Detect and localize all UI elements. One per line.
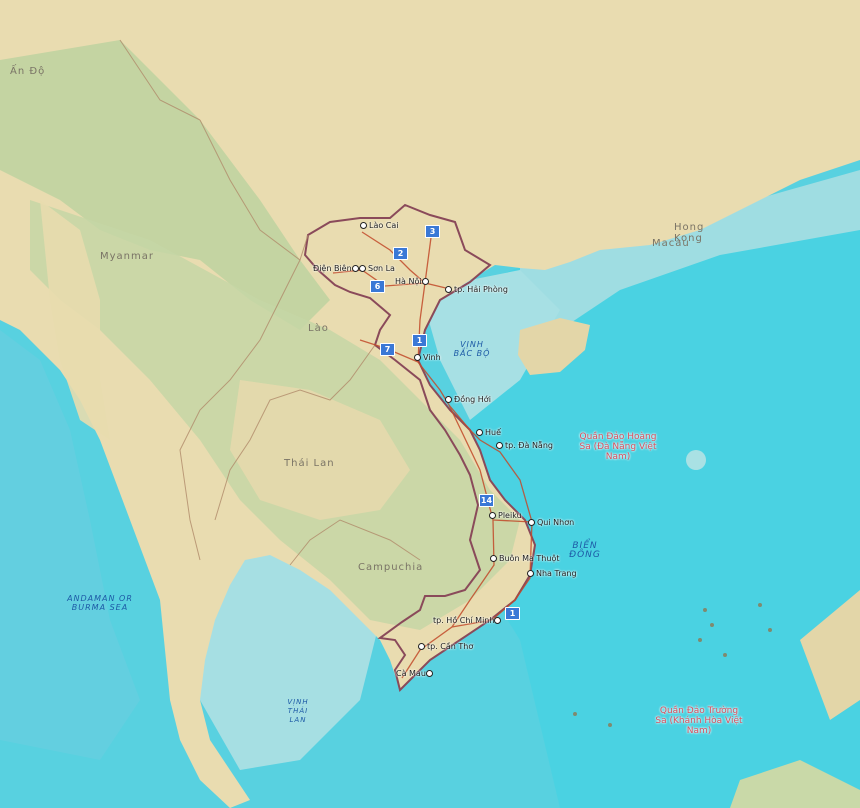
city-hue[interactable]: Huế: [476, 428, 501, 437]
route-shield-1-south[interactable]: 1: [505, 607, 520, 620]
khorat-plateau: [230, 380, 410, 520]
city-ha-noi[interactable]: Hà Nội: [395, 277, 431, 286]
country-label-campuchia: Campuchia: [358, 562, 424, 573]
island-label-hoang-sa: Quần Đảo Hoàng Sa (Đà Nẵng Việt Nam): [579, 432, 657, 462]
route-shield-14[interactable]: 14: [479, 494, 494, 507]
shelf-south-china: [520, 170, 860, 330]
city-marker-icon: [496, 442, 503, 449]
philippines-edge: [800, 590, 860, 720]
city-can-tho[interactable]: tp. Cần Thơ: [418, 642, 473, 651]
city-marker-icon: [445, 396, 452, 403]
city-marker-icon: [414, 354, 421, 361]
forest-north: [0, 40, 330, 330]
city-dong-hoi[interactable]: Đồng Hới: [445, 395, 491, 404]
country-label-myanmar: Myanmar: [100, 251, 154, 262]
country-label-an-do: Ấn Độ: [10, 66, 46, 77]
city-vinh[interactable]: Vinh: [414, 353, 441, 362]
country-label-macau: Macau: [652, 238, 690, 249]
sea-label-vinh-bac-bo: VỊNH BẮC BỘ: [453, 340, 491, 358]
city-nha-trang[interactable]: Nha Trang: [527, 569, 577, 578]
route-shield-1-north[interactable]: 1: [412, 334, 427, 347]
irrawaddy-valley: [40, 200, 110, 440]
city-marker-icon: [527, 570, 534, 577]
paracel-shoal: [686, 450, 706, 470]
country-label-thai-lan: Thái Lan: [284, 458, 335, 469]
hainan-island: [518, 318, 590, 375]
city-marker-icon: [494, 617, 502, 624]
city-marker-icon: [418, 643, 425, 650]
city-marker-icon: [351, 265, 359, 272]
city-dien-bien[interactable]: Điện Biên: [313, 264, 361, 273]
city-buon-ma-thuot[interactable]: Buôn Ma Thuột: [490, 554, 559, 563]
roads: [332, 229, 533, 679]
city-son-la[interactable]: Sơn La: [359, 264, 395, 273]
city-marker-icon: [528, 519, 535, 526]
spratly-islets: [573, 603, 772, 727]
country-borders: [119, 39, 421, 566]
vietnam-border: [303, 203, 537, 692]
route-shield-6[interactable]: 6: [370, 280, 385, 293]
country-label-lao: Lào: [308, 323, 329, 334]
sea-label-bien-dong: BIỂN ĐÔNG: [569, 541, 601, 560]
city-marker-icon: [476, 429, 483, 436]
borneo-edge: [730, 760, 860, 808]
city-marker-icon: [445, 286, 452, 293]
gulf-tonkin: [420, 270, 560, 420]
city-ca-mau[interactable]: Cà Mau: [396, 669, 435, 678]
city-marker-icon: [425, 670, 433, 677]
city-da-nang[interactable]: tp. Đà Nẵng: [496, 441, 553, 450]
sea-label-andaman: ANDAMAN OR BURMA SEA: [67, 594, 133, 612]
route-shield-2[interactable]: 2: [393, 247, 408, 260]
city-lao-cai[interactable]: Lào Cai: [360, 221, 399, 230]
country-label-hong-kong: Hong Kong: [674, 222, 705, 244]
city-marker-icon: [359, 265, 366, 272]
city-marker-icon: [489, 512, 496, 519]
city-ho-chi-minh[interactable]: tp. Hồ Chí Minh: [433, 616, 503, 625]
island-label-truong-sa: Quần Đảo Trường Sa (Khánh Hòa Việt Nam): [655, 706, 743, 736]
city-marker-icon: [421, 278, 429, 285]
city-hai-phong[interactable]: tp. Hải Phòng: [445, 285, 508, 294]
city-marker-icon: [360, 222, 367, 229]
city-qui-nhon[interactable]: Qui Nhơn: [528, 518, 574, 527]
gulf-thailand: [190, 540, 380, 770]
andaman-sea: [0, 330, 140, 760]
city-marker-icon: [490, 555, 497, 562]
city-pleiku[interactable]: Pleiku: [489, 511, 522, 520]
route-shield-7[interactable]: 7: [380, 343, 395, 356]
sea-label-vinh-thai-lan: VỊNH THÁI LAN: [287, 698, 309, 724]
route-shield-3[interactable]: 3: [425, 225, 440, 238]
